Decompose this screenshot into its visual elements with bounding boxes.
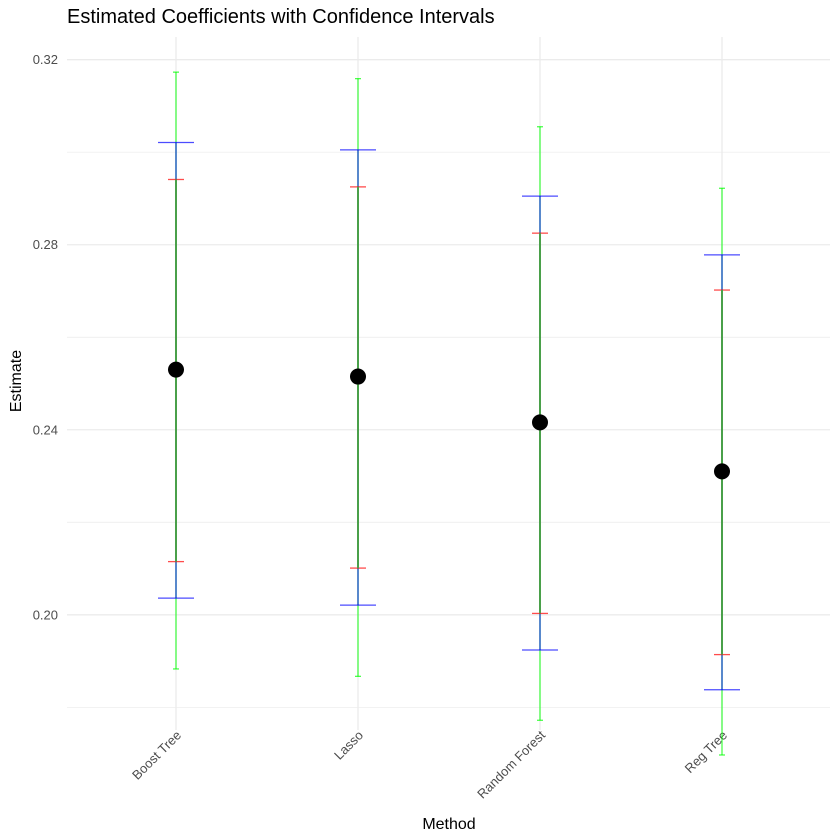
chart-title: Estimated Coefficients with Confidence I… [67,6,495,28]
estimate-point [350,368,366,385]
estimate-point [168,361,184,378]
y-tick-label: 0.28 [33,237,58,252]
y-tick-label: 0.32 [33,52,58,67]
y-tick-label: 0.24 [33,422,58,437]
y-tick-label: 0.20 [33,607,58,622]
y-axis: 0.20 0.24 0.28 0.32 [33,52,58,622]
x-axis-title: Method [422,816,475,833]
grid [67,37,830,730]
x-tick-label: Reg Tree [682,728,730,776]
estimate-point [532,414,548,431]
estimate-point [714,463,730,480]
chart-marks [158,71,740,756]
x-tick-label: Boost Tree [129,728,184,783]
y-axis-title: Estimate [8,350,25,412]
x-tick-label: Lasso [331,728,366,763]
x-axis: Boost Tree Lasso Random Forest Reg Tree [129,727,730,801]
x-tick-label: Random Forest [474,727,548,801]
